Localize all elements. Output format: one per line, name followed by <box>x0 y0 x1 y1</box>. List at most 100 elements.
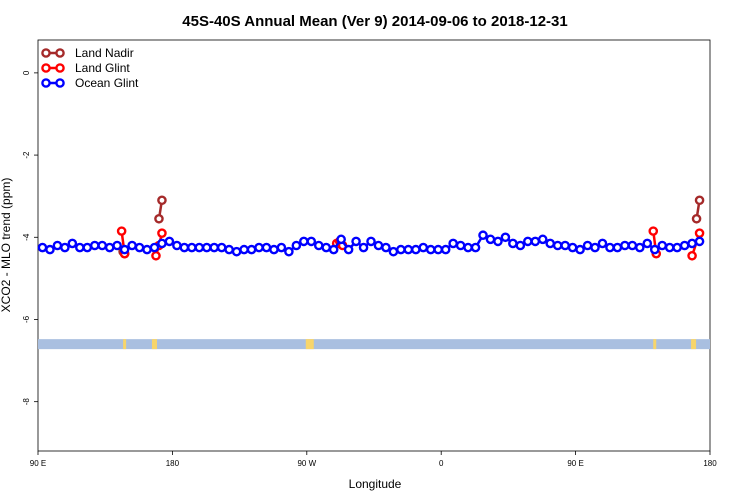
data-point <box>216 242 227 253</box>
chart-title: 45S-40S Annual Mean (Ver 9) 2014-09-06 t… <box>182 13 567 30</box>
data-point <box>575 244 585 255</box>
data-point <box>261 242 272 253</box>
data-point <box>321 242 332 253</box>
data-point <box>291 240 302 251</box>
data-point <box>418 242 429 253</box>
data-point <box>97 240 108 251</box>
land-band-patch <box>691 339 697 350</box>
data-point <box>664 242 675 253</box>
data-point <box>246 244 257 255</box>
data-point <box>381 242 391 253</box>
y-axis: 0 -2 -4 -6 -8 <box>22 70 38 405</box>
data-point <box>642 238 653 249</box>
data-point <box>635 242 645 253</box>
data-point <box>201 242 212 253</box>
data-point <box>552 240 563 251</box>
legend-marker <box>41 48 51 58</box>
data-point <box>60 242 70 253</box>
data-point <box>411 244 421 255</box>
y-tick-label: 0 <box>22 70 31 75</box>
data-point <box>433 244 444 255</box>
land-band-patch <box>123 339 127 350</box>
data-point <box>328 244 339 255</box>
data-point <box>358 242 369 253</box>
data-point <box>116 226 127 236</box>
data-point <box>403 244 414 255</box>
x-tick-label: 180 <box>703 459 717 468</box>
legend-marker <box>41 78 51 88</box>
data-point <box>157 195 167 206</box>
x-tick-label: 180 <box>166 459 180 468</box>
x-tick-label: 0 <box>439 459 444 468</box>
data-point <box>463 242 473 253</box>
data-point <box>567 242 578 253</box>
data-point <box>343 244 354 255</box>
data-point <box>149 242 160 253</box>
data-point <box>231 246 242 257</box>
x-axis: 90 E 180 90 W 0 90 E 180 <box>30 451 717 468</box>
x-axis-label: Longitude <box>349 477 402 491</box>
legend-marker <box>55 63 65 73</box>
data-point <box>515 240 526 251</box>
data-point <box>313 240 324 251</box>
data-point <box>134 242 145 253</box>
data-point <box>306 236 317 247</box>
data-point <box>75 242 85 253</box>
data-point <box>151 250 161 261</box>
data-point <box>284 246 294 257</box>
data-point <box>691 213 702 224</box>
land-band <box>38 339 710 350</box>
data-point <box>478 230 488 241</box>
data-point <box>687 238 697 249</box>
data-point <box>545 238 556 249</box>
data-point <box>276 242 287 253</box>
data-point <box>112 240 122 251</box>
data-point <box>679 240 690 251</box>
data-point <box>694 236 705 247</box>
data-point <box>605 242 615 253</box>
data-point <box>373 240 384 251</box>
data-point <box>485 234 496 245</box>
data-point <box>299 236 309 247</box>
data-point <box>448 238 458 249</box>
data-point <box>425 244 436 255</box>
data-point <box>508 238 518 249</box>
data-point <box>254 242 264 253</box>
series-ocean-glint <box>37 230 705 257</box>
data-point <box>620 240 630 251</box>
data-point <box>590 242 600 253</box>
data-point <box>67 238 78 249</box>
data-point <box>388 246 399 257</box>
data-point <box>560 240 570 251</box>
x-tick-label: 90 E <box>567 459 583 468</box>
data-point <box>45 244 55 255</box>
data-point <box>597 238 608 249</box>
data-point <box>82 242 93 253</box>
data-point <box>500 232 511 243</box>
y-tick-label: -8 <box>22 398 31 406</box>
legend-marker <box>55 78 65 88</box>
land-band-patch <box>305 339 314 350</box>
data-point <box>336 234 346 245</box>
data-point <box>627 240 638 251</box>
data-point <box>612 242 623 253</box>
ocean-band <box>38 339 710 350</box>
data-point <box>187 242 197 253</box>
data-point <box>694 228 705 238</box>
data-point <box>164 236 175 247</box>
data-point <box>154 213 164 224</box>
data-point <box>493 236 503 247</box>
data-point <box>179 242 190 253</box>
data-point <box>694 195 705 206</box>
data-point <box>537 234 548 245</box>
data-point <box>530 236 541 247</box>
data-point <box>672 242 682 253</box>
x-tick-label: 90 E <box>30 459 46 468</box>
data-point <box>523 236 533 247</box>
data-point <box>142 244 152 255</box>
data-point <box>269 244 279 255</box>
legend-marker <box>55 48 65 58</box>
data-point <box>89 240 100 251</box>
data-point <box>649 244 660 255</box>
